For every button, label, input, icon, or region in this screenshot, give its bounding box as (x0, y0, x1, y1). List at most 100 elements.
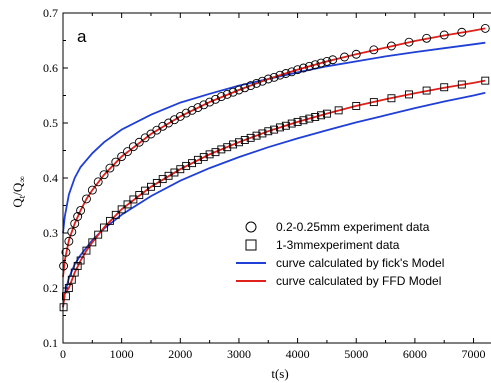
data-point-square (276, 123, 284, 132)
x-tick-label: 2000 (168, 347, 192, 361)
data-point-circle (59, 261, 69, 271)
data-point-circle (439, 30, 449, 40)
y-tick-label: 0.6 (43, 61, 58, 75)
data-point-square (117, 205, 126, 214)
data-point-square (440, 83, 449, 92)
data-point-square (59, 303, 68, 312)
data-point-circle (64, 236, 74, 246)
data-point-square (193, 155, 202, 164)
data-point-square (234, 138, 243, 147)
data-point-circle (316, 58, 326, 68)
data-point-circle (275, 70, 285, 80)
legend-label: 1-3mmexperiment data (276, 238, 400, 252)
data-point-circle (480, 23, 490, 33)
data-point-circle (369, 45, 379, 55)
data-point-circle (257, 76, 267, 86)
data-point-circle (299, 63, 308, 73)
data-point-circle (240, 83, 250, 93)
plot-content (59, 23, 490, 312)
data-point-square (100, 223, 109, 232)
data-point-circle (386, 41, 396, 51)
data-point-square (240, 136, 249, 145)
data-point-square (205, 150, 214, 159)
x-tick-label: 4000 (286, 347, 310, 361)
legend-label: curve calculated by FFD Model (276, 274, 441, 288)
data-point-square (252, 131, 261, 140)
data-point-square (217, 145, 226, 154)
y-axis-title: Qt/Q∞ (10, 176, 27, 207)
data-point-circle (61, 247, 71, 257)
legend-item: curve calculated by FFD Model (236, 274, 441, 288)
data-point-circle (211, 94, 220, 104)
legend-item: 1-3mmexperiment data (245, 238, 400, 252)
data-point-circle (99, 170, 109, 180)
data-point-square (352, 101, 361, 110)
data-point-circle (193, 103, 203, 113)
data-point-square (387, 94, 396, 103)
data-point-circle (351, 49, 361, 59)
data-point-square (129, 195, 138, 204)
data-point-square (258, 129, 267, 138)
data-point-circle (457, 27, 467, 37)
data-point-circle (222, 89, 232, 99)
data-point-circle (293, 65, 303, 75)
data-point-circle (181, 108, 191, 118)
data-point-square (105, 216, 114, 225)
data-point-circle (199, 100, 209, 110)
data-point-square (305, 114, 314, 123)
data-point-circle (205, 97, 215, 107)
data-point-circle (310, 60, 320, 70)
legend-item: curve calculated by fick's Model (236, 256, 444, 270)
data-point-circle (216, 92, 226, 102)
plot-frame (62, 12, 491, 344)
data-point-square (82, 246, 91, 255)
data-point-circle (328, 55, 338, 65)
data-point-circle (87, 185, 97, 195)
data-point-square (287, 119, 296, 128)
data-point-circle (340, 52, 349, 62)
legend-symbol-circle (245, 221, 257, 233)
data-point-square (264, 127, 273, 136)
x-tick-label: 5000 (344, 347, 368, 361)
axes: 0 1000 2000 3000 4000 5000 6000 7000 0.1 0.2 0.3 0.… (43, 6, 486, 361)
data-point-square (317, 111, 326, 120)
data-point-circle (246, 81, 256, 91)
data-point-square (88, 238, 97, 247)
x-tick-label: 3000 (227, 347, 251, 361)
data-point-circle (228, 87, 238, 97)
legend-item: 0.2-0.25mm experiment data (245, 220, 430, 234)
x-tick-label: 0 (60, 347, 66, 361)
data-point-circle (93, 177, 103, 187)
data-point-square (246, 133, 255, 142)
data-point-square (211, 148, 220, 157)
y-tick-label: 0.5 (43, 116, 58, 130)
data-point-square (73, 262, 82, 270)
data-point-circle (304, 61, 314, 71)
data-point-square (135, 191, 144, 200)
data-point-circle (234, 85, 244, 95)
y-tick-label: 0.1 (43, 336, 58, 350)
data-point-square (270, 125, 279, 134)
data-point-circle (111, 157, 121, 167)
legend-symbol-square (245, 239, 257, 251)
series-line-4 (62, 79, 486, 308)
data-point-circle (263, 74, 273, 84)
y-tick-label: 0.7 (43, 6, 58, 20)
x-axis-title: t(s) (271, 366, 288, 381)
legend-label: 0.2-0.25mm experiment data (276, 220, 430, 234)
data-point-square (322, 109, 331, 118)
legend-label: curve calculated by fick's Model (276, 256, 444, 270)
data-point-circle (269, 72, 279, 82)
data-point-square (299, 116, 308, 125)
y-tick-label: 0.4 (43, 171, 58, 185)
data-point-circle (134, 137, 144, 147)
data-point-circle (422, 33, 432, 43)
data-point-square (111, 210, 120, 219)
y-tick-label: 0.3 (43, 226, 58, 240)
data-point-square (229, 140, 238, 149)
data-point-square (123, 200, 132, 209)
data-point-square (182, 161, 191, 170)
svg-text:Qt/Q∞: Qt/Q∞ (10, 176, 27, 207)
data-point-circle (76, 205, 86, 215)
